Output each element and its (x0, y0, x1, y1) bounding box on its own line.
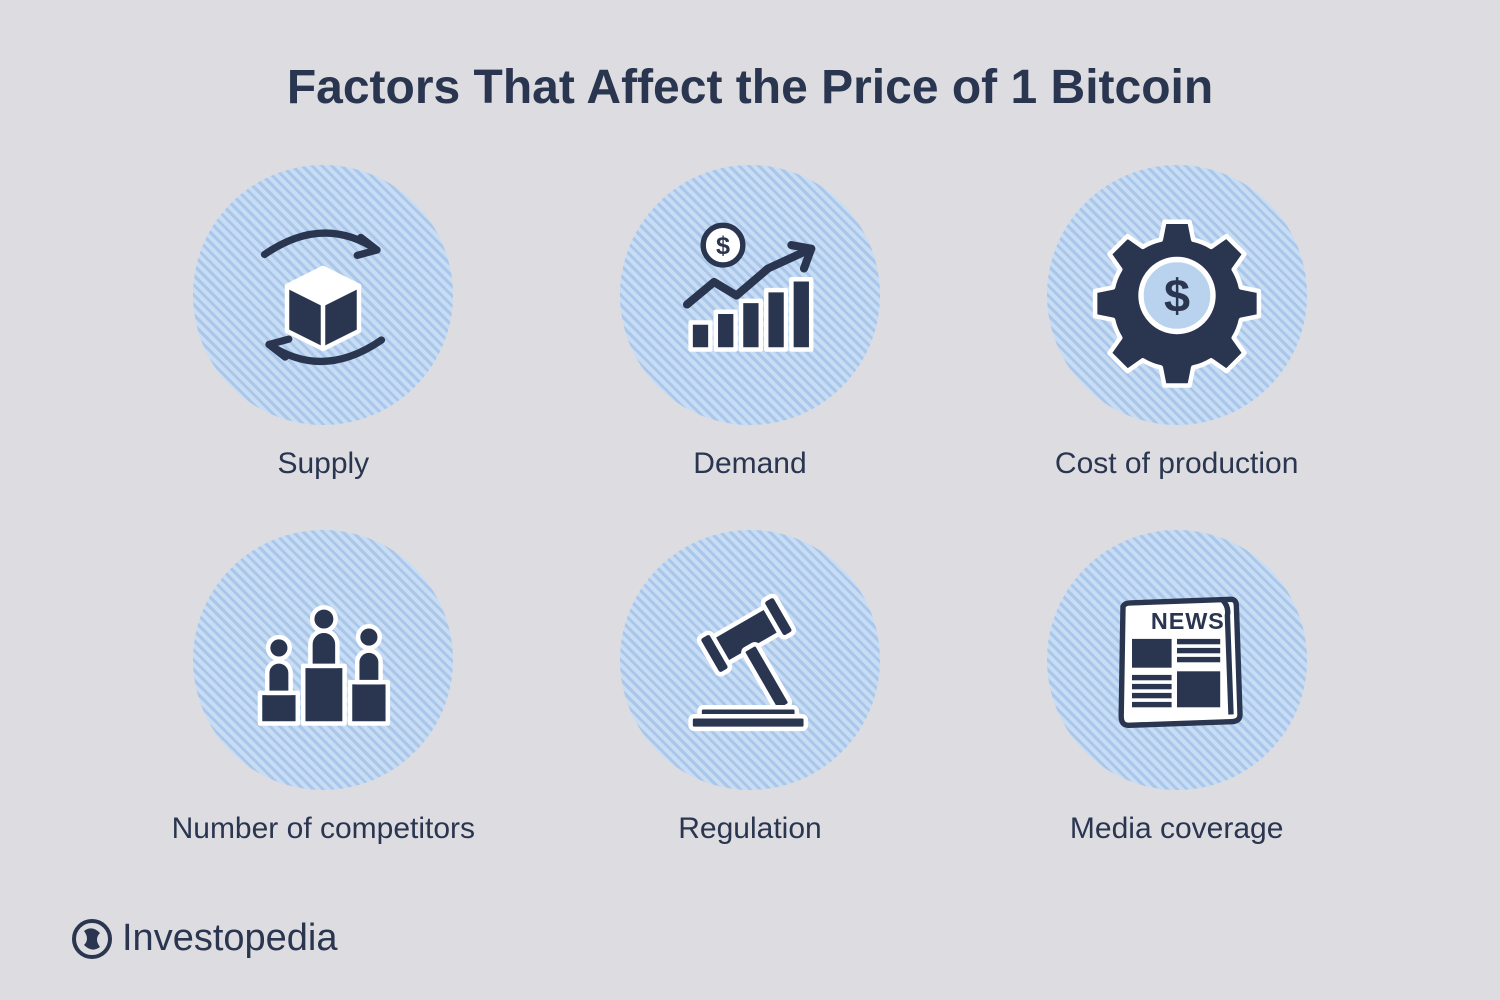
factor-label: Supply (277, 447, 369, 481)
factor-regulation: Regulation (567, 530, 934, 875)
factor-label: Media coverage (1070, 812, 1283, 846)
factor-label: Regulation (678, 812, 821, 846)
svg-text:$: $ (716, 232, 730, 260)
svg-text:NEWS: NEWS (1151, 608, 1225, 634)
factor-competitors: Number of competitors (140, 530, 507, 875)
newspaper-icon: NEWS (1087, 570, 1267, 750)
factor-circle (193, 165, 453, 425)
investopedia-logo-icon (72, 919, 112, 959)
factor-label: Number of competitors (172, 812, 475, 846)
factor-label: Cost of production (1055, 447, 1298, 481)
factor-cost: $ Cost of production (993, 165, 1360, 510)
gear-dollar-icon: $ (1087, 205, 1267, 385)
gavel-icon (660, 570, 840, 750)
factor-circle (620, 530, 880, 790)
factor-circle: NEWS (1047, 530, 1307, 790)
factor-media: NEWS Media coverage (993, 530, 1360, 875)
factor-circle: $ (620, 165, 880, 425)
brand-footer: Investopedia (72, 917, 338, 960)
svg-text:$: $ (1164, 269, 1190, 321)
demand-icon: $ (660, 205, 840, 385)
supply-icon (233, 205, 413, 385)
brand-name: Investopedia (122, 917, 338, 960)
podium-icon (233, 570, 413, 750)
page-title: Factors That Affect the Price of 1 Bitco… (0, 0, 1500, 115)
factor-circle: $ (1047, 165, 1307, 425)
factors-grid: Supply $ (0, 115, 1500, 875)
factor-circle (193, 530, 453, 790)
factor-supply: Supply (140, 165, 507, 510)
factor-label: Demand (693, 447, 806, 481)
factor-demand: $ Demand (567, 165, 934, 510)
